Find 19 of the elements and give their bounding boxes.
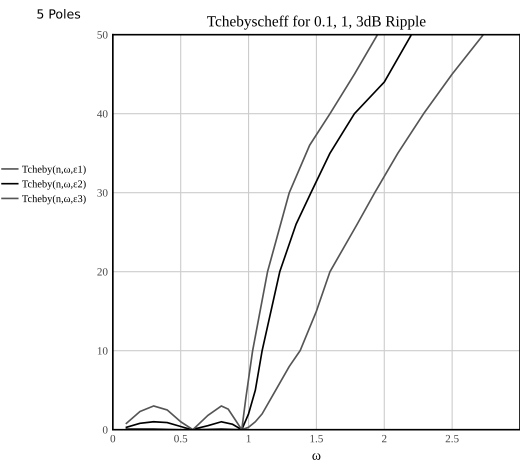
legend-label: Tcheby(n,ω,ε3) <box>22 194 86 204</box>
x-tick-label: 0.5 <box>174 434 188 442</box>
x-tick-label: 2.5 <box>446 434 459 442</box>
y-tick-label: 20 <box>97 268 108 276</box>
legend-label: Tcheby(n,ω,ε1) <box>22 165 86 175</box>
line-series <box>126 34 484 430</box>
x-tick-label: 1.5 <box>310 434 323 442</box>
legend-label: Tcheby(n,ω,ε2) <box>22 180 86 190</box>
x-axis-title: ω <box>312 453 320 460</box>
y-tick-label: 10 <box>98 347 108 355</box>
y-tick-label: 40 <box>97 110 108 118</box>
chart-title: Tchebyscheff for 0.1, 1, 3dB Ripple <box>207 16 426 30</box>
y-tick-label: 30 <box>97 189 108 197</box>
x-tick-label: 2 <box>382 434 386 442</box>
y-tick-label: 50 <box>98 31 108 39</box>
x-tick-label: 1 <box>246 434 251 442</box>
x-tick-label: 0 <box>110 434 116 442</box>
y-tick-label: 0 <box>102 426 108 434</box>
text: 5 Poles <box>37 8 80 19</box>
